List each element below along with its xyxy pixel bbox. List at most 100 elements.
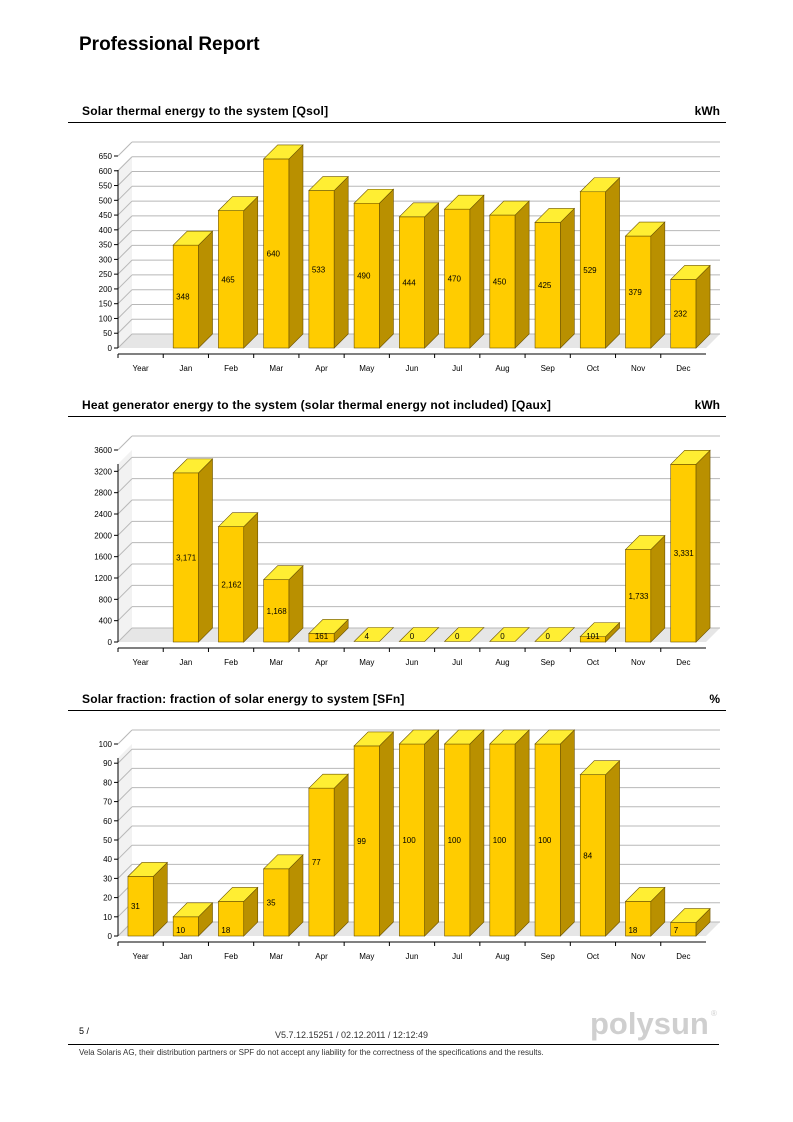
bar: 84 — [579, 759, 621, 937]
bar: 4 — [353, 627, 395, 642]
gridline-diagonal — [117, 787, 133, 802]
footer-divider — [68, 1044, 719, 1045]
chart-unit: % — [709, 692, 720, 706]
bar: 533 — [308, 175, 349, 349]
gridline-diagonal — [117, 245, 133, 260]
bar: 0 — [534, 627, 576, 642]
gridline-diagonal — [117, 825, 133, 841]
chart-qaux: 0 400 800 1200 1600 2000 2400 2800 3200 3600 Year J… — [68, 424, 728, 689]
bar: 0 — [398, 627, 440, 642]
x-tick-label: Nov — [631, 952, 645, 961]
x-tick-label: Feb — [224, 658, 238, 667]
bar: 425 — [534, 207, 576, 349]
bar-side — [469, 729, 485, 937]
chart-unit: kWh — [694, 104, 720, 118]
gridline-diagonal — [117, 141, 133, 157]
bar: 348 — [172, 230, 214, 349]
y-tick-label: 150 — [99, 300, 113, 309]
data-label: 10 — [176, 926, 185, 935]
gridline-diagonal — [117, 520, 133, 536]
bar-top — [443, 729, 485, 745]
gridline-diagonal — [117, 584, 133, 600]
x-tick-label: May — [359, 952, 374, 961]
data-label: 379 — [628, 288, 642, 297]
bar-front — [625, 235, 652, 349]
bar: 0 — [489, 627, 530, 642]
bar-top — [624, 535, 666, 550]
bar-front — [399, 743, 425, 937]
bar-top — [534, 627, 576, 642]
chart-sfn-svg: 0 10 20 30 40 50 60 70 80 90 100 Year 31 Jan 10 Feb 18 Ma… — [99, 729, 720, 961]
gridline-diagonal — [117, 200, 133, 216]
bar-top — [398, 627, 440, 642]
bar-side — [243, 511, 259, 643]
gridline-diagonal — [117, 259, 133, 275]
x-tick-label: Jun — [406, 658, 419, 667]
data-label: 100 — [448, 836, 462, 845]
bar-side — [198, 230, 213, 349]
gridline-diagonal — [117, 156, 133, 172]
bar: 18 — [217, 886, 259, 937]
data-label: 450 — [493, 278, 507, 287]
gridline-diagonal — [117, 499, 133, 515]
report-title: Professional Report — [79, 34, 260, 55]
bar-top — [534, 208, 576, 223]
bar-top — [669, 908, 711, 923]
data-label: 35 — [267, 898, 276, 907]
bar-front — [534, 743, 561, 937]
bar-side — [650, 534, 666, 643]
y-tick-label: 550 — [99, 182, 113, 191]
y-tick-label: 650 — [99, 152, 113, 161]
section-header-sfn: Solar fraction: fraction of solar energy… — [68, 690, 726, 711]
data-label: 18 — [221, 926, 230, 935]
x-tick-label: Oct — [587, 658, 600, 667]
data-label: 3,331 — [674, 549, 695, 558]
bar: 0 — [443, 627, 485, 642]
bar: 3,331 — [669, 449, 711, 643]
chart-title: Solar fraction: fraction of solar energy… — [82, 692, 405, 706]
gridline-diagonal — [117, 627, 133, 643]
data-label: 99 — [357, 837, 366, 846]
bar-front — [444, 208, 471, 349]
x-tick-label: Aug — [495, 658, 509, 667]
gridline-diagonal — [117, 289, 133, 305]
gridline-diagonal — [117, 230, 133, 245]
bar-side — [379, 731, 394, 937]
data-label: 1,733 — [628, 592, 649, 601]
bar-top — [489, 200, 530, 216]
data-label: 7 — [674, 926, 679, 935]
y-tick-label: 20 — [103, 894, 112, 903]
bar: 161 — [308, 618, 349, 643]
section-header-qsol: Solar thermal energy to the system [Qsol… — [68, 102, 726, 123]
bar-top — [534, 729, 576, 745]
y-tick-label: 350 — [99, 241, 113, 250]
bar: 100 — [398, 729, 440, 937]
bar-top — [579, 760, 621, 776]
data-label: 18 — [628, 926, 637, 935]
bar-top — [172, 902, 214, 918]
gridline-diagonal — [117, 215, 133, 231]
x-tick-label: Jul — [452, 658, 462, 667]
bar-side — [469, 194, 485, 349]
data-label: 425 — [538, 281, 552, 290]
gridline-diagonal — [117, 274, 133, 290]
y-tick-label: 500 — [99, 196, 113, 205]
bar: 444 — [398, 202, 440, 349]
x-tick-label: Apr — [315, 658, 328, 667]
gridline-diagonal — [117, 748, 133, 764]
data-label: 465 — [221, 275, 235, 284]
data-label: 0 — [410, 632, 415, 641]
bar-top — [398, 729, 440, 745]
y-tick-label: 2800 — [94, 489, 112, 498]
data-label: 2,162 — [221, 580, 242, 589]
bar-top — [217, 512, 259, 527]
data-label: 31 — [131, 902, 140, 911]
gridline-diagonal — [117, 478, 133, 494]
x-tick-label: Sep — [541, 364, 556, 373]
data-label: 3,171 — [176, 553, 197, 562]
x-tick-label: May — [359, 364, 374, 373]
bar-top — [217, 887, 259, 902]
bar-top — [624, 221, 666, 237]
bar: 100 — [489, 729, 530, 937]
y-tick-label: 50 — [103, 836, 112, 845]
